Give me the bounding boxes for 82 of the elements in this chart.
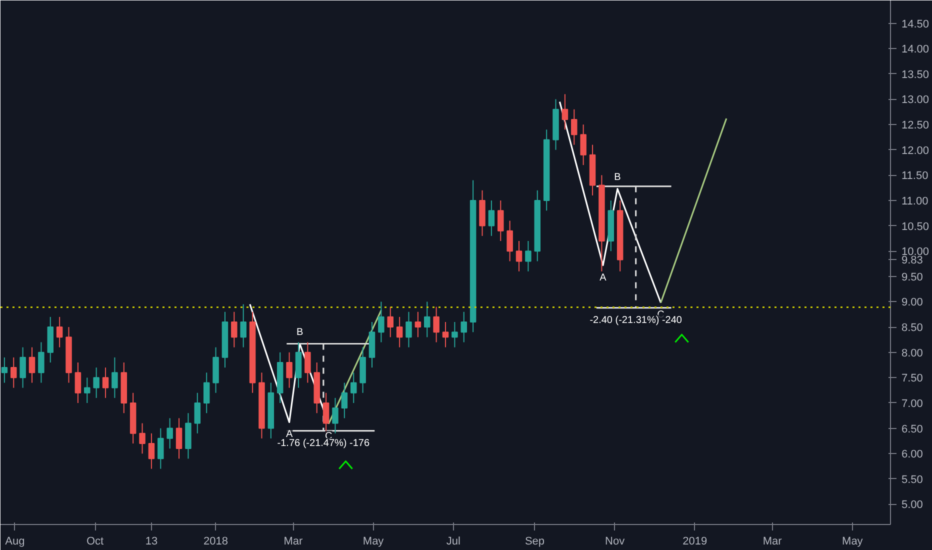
candlestick (452, 321, 458, 348)
candlestick (28, 346, 36, 384)
x-tick-label: Aug (5, 536, 25, 548)
annotation: A (286, 429, 293, 440)
candlestick (387, 306, 394, 338)
y-tick-label: 8.50 (902, 322, 923, 334)
candlestick (304, 342, 311, 384)
candlestick (148, 432, 155, 470)
candlestick (93, 367, 100, 398)
candlestick (322, 392, 330, 434)
candlestick (84, 377, 90, 404)
candlestick (488, 200, 495, 236)
y-tick-label: 7.50 (902, 372, 923, 385)
candlestick (203, 372, 210, 414)
y-tick-label: 5.00 (902, 499, 923, 512)
candlestick (38, 342, 44, 384)
candlestick (424, 301, 430, 338)
candlestick (332, 397, 338, 434)
x-tick-label: 13 (145, 536, 158, 548)
y-tick-label: 11.50 (902, 170, 928, 182)
y-tick-label: 12.00 (902, 144, 930, 157)
x-tick-label: Sep (524, 536, 545, 548)
y-tick-label: 9.00 (902, 296, 923, 309)
x-tick-label: Mar (284, 536, 304, 548)
y-tick-label: 12.50 (902, 120, 930, 132)
candlestick (139, 422, 146, 454)
y-tick-label: 14.00 (902, 44, 930, 56)
candlestick (10, 356, 17, 388)
y-tick-label: 13.00 (902, 94, 930, 106)
annotation: -2.40 (-21.31%) -240 (590, 314, 682, 326)
candlestick (378, 301, 384, 343)
candlestick (414, 311, 422, 338)
candlestick (112, 356, 118, 398)
candlestick (176, 418, 182, 460)
candlestick (240, 304, 246, 348)
candlestick (231, 311, 238, 348)
y-tick-label: 5.50 (902, 474, 923, 486)
annotation: B (614, 172, 622, 183)
y-tick-label: 13.50 (902, 68, 930, 81)
candlestick (20, 346, 26, 388)
candlestick (74, 362, 82, 404)
candlestick (286, 352, 292, 388)
y-tick-label: 9.83 (902, 254, 923, 267)
y-tick-label: 10.50 (902, 220, 930, 233)
candlestick (442, 321, 449, 348)
x-tick-label: 2019 (682, 536, 708, 548)
candlestick (56, 316, 63, 348)
candlestick (562, 94, 568, 130)
x-tick-label: 2018 (204, 536, 228, 548)
x-tick-label: Oct (86, 536, 104, 548)
candlestick (516, 240, 522, 272)
candlestick (406, 311, 412, 348)
annotation: A (600, 272, 607, 284)
candlestick (498, 200, 504, 242)
y-tick-label: 6.00 (902, 448, 923, 461)
x-tick-label: Jul (446, 536, 460, 548)
y-tick-label: 9.50 (902, 271, 923, 284)
x-tick-label: Mar (762, 536, 782, 548)
candlestick (396, 316, 403, 348)
x-tick-label: May (842, 536, 864, 548)
y-tick-label: 11.00 (902, 195, 928, 208)
line-series (558, 100, 662, 304)
candlestick (341, 382, 348, 419)
candlestick (460, 311, 468, 343)
candlestick (166, 418, 173, 450)
candlestick (525, 240, 532, 272)
candlestick (571, 108, 578, 146)
annotation: B (296, 326, 304, 338)
candlestick (194, 392, 201, 434)
x-tick-label: Nov (605, 536, 626, 548)
candlestick (433, 306, 440, 343)
y-tick-label: 14.50 (902, 18, 930, 30)
candlestick (580, 124, 586, 166)
candlestick (102, 367, 109, 398)
x-tick-label: May (362, 536, 384, 548)
y-tick-label: 7.00 (902, 398, 923, 410)
candlestick (1, 356, 8, 384)
candlestick (158, 428, 164, 470)
candlestick (506, 220, 513, 262)
y-tick-label: 8.00 (902, 347, 923, 360)
candlestick (350, 372, 357, 404)
y-tick-label: 6.50 (902, 423, 923, 436)
